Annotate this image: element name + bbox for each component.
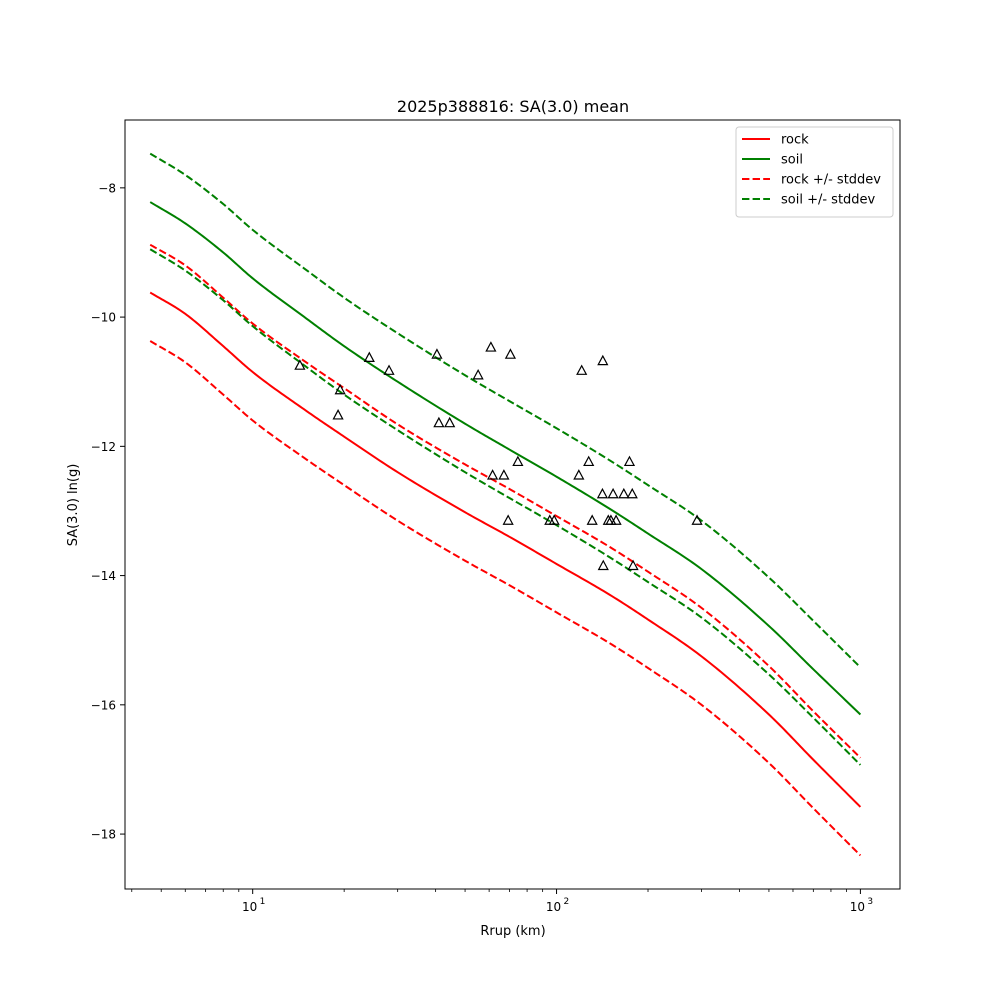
y-axis: −8 −10 −12 −14 −16 −18 <box>91 181 125 842</box>
observation-marker <box>596 487 609 499</box>
observation-marker <box>691 514 703 525</box>
legend-label: rock <box>781 133 809 148</box>
observation-marker <box>597 354 609 366</box>
y-axis-label: SA(3.0) ln(g) <box>66 464 81 547</box>
observation-marker <box>586 514 598 525</box>
observation-marker <box>607 487 619 499</box>
observation-marker <box>504 348 517 359</box>
observation-marker <box>334 383 346 395</box>
legend-box <box>735 126 894 218</box>
series-line-2 <box>149 243 862 759</box>
legend-label: soil <box>781 153 803 168</box>
observation-marker <box>548 514 560 525</box>
y-tick-label: −16 <box>91 698 116 712</box>
series-line-5 <box>149 248 862 766</box>
plot-lines <box>149 152 862 857</box>
observation-marker <box>363 351 375 363</box>
observation-marker <box>573 469 585 480</box>
observation-marker <box>618 487 630 499</box>
series-line-4 <box>149 152 862 669</box>
x-tick-label: 10 <box>242 900 257 914</box>
legend-label: soil +/- stddev <box>781 193 876 208</box>
observation-marker <box>610 514 622 525</box>
observation-marker <box>485 341 497 352</box>
x-axis-label: Rrup (km) <box>480 924 545 939</box>
y-tick-label: −8 <box>98 181 116 195</box>
x-tick-exponent: 3 <box>867 897 873 907</box>
x-tick-exponent: 2 <box>564 897 570 907</box>
observation-marker <box>383 364 395 375</box>
x-tick-label: 10 <box>546 900 561 914</box>
observation-marker <box>623 455 636 467</box>
chart-title: 2025p388816: SA(3.0) mean <box>397 97 629 116</box>
observation-marker <box>627 559 639 571</box>
observation-markers <box>294 341 703 571</box>
observation-marker <box>444 416 456 428</box>
y-tick-label: −14 <box>91 569 116 583</box>
legend: rock soil rock +/- stddev soil +/- stddev <box>735 126 894 218</box>
observation-marker <box>626 487 638 499</box>
observation-marker <box>597 559 609 571</box>
observation-marker <box>576 364 588 375</box>
observation-marker <box>472 368 484 380</box>
observation-marker <box>433 416 445 428</box>
observation-marker <box>498 469 510 480</box>
series-line-3 <box>149 340 862 857</box>
series-line-1 <box>149 201 862 716</box>
observation-marker <box>512 455 524 467</box>
legend-label: rock +/- stddev <box>781 173 881 188</box>
y-tick-label: −12 <box>91 440 116 454</box>
observation-marker <box>487 469 499 480</box>
y-tick-label: −10 <box>91 311 116 325</box>
x-tick-label: 10 <box>850 900 865 914</box>
observation-marker <box>332 409 344 420</box>
observation-marker <box>431 348 443 359</box>
observation-marker <box>583 455 595 467</box>
series-line-0 <box>149 291 862 808</box>
plot-frame <box>124 119 901 890</box>
observation-marker <box>294 359 306 370</box>
observation-marker <box>502 514 514 525</box>
x-axis: 10 1 10 2 10 3 <box>131 889 873 914</box>
x-tick-exponent: 1 <box>260 897 266 907</box>
y-tick-label: −18 <box>91 828 116 842</box>
